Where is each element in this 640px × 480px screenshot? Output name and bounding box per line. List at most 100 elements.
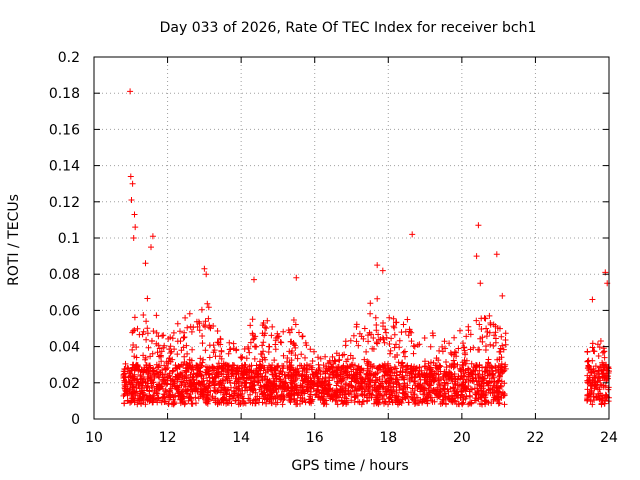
data-point — [334, 401, 341, 408]
data-point — [303, 383, 310, 390]
data-point — [143, 318, 150, 325]
data-point — [137, 373, 144, 380]
data-point — [155, 342, 162, 349]
data-point — [354, 367, 361, 374]
data-point — [234, 385, 241, 392]
data-point — [595, 353, 602, 359]
data-point — [153, 390, 160, 397]
data-point — [420, 387, 427, 394]
data-point — [477, 280, 484, 287]
data-point — [386, 380, 393, 387]
data-point — [298, 362, 305, 369]
data-point — [450, 357, 457, 364]
data-point — [259, 362, 266, 369]
data-point — [472, 391, 479, 398]
data-point — [263, 325, 270, 332]
data-point — [220, 380, 227, 387]
data-point — [388, 335, 395, 342]
data-point — [387, 347, 394, 354]
data-point — [347, 362, 354, 369]
data-point — [127, 88, 134, 95]
data-point — [165, 358, 172, 365]
data-point — [321, 390, 327, 397]
data-point — [470, 364, 477, 371]
data-point — [292, 352, 299, 359]
data-point — [315, 361, 322, 368]
data-point — [232, 384, 239, 391]
data-point — [160, 391, 167, 398]
data-point — [476, 346, 483, 353]
data-point — [468, 360, 475, 367]
data-point — [134, 325, 141, 332]
data-point — [446, 340, 453, 347]
data-point — [214, 369, 221, 376]
data-point — [199, 359, 206, 366]
data-point — [249, 382, 256, 389]
data-point — [149, 376, 155, 383]
data-point — [367, 310, 374, 317]
data-point — [205, 384, 212, 390]
data-point — [219, 395, 226, 402]
data-point — [159, 385, 166, 392]
data-point — [383, 378, 389, 385]
data-point — [391, 392, 398, 399]
data-point — [500, 346, 507, 353]
data-point — [140, 328, 147, 335]
data-point — [259, 351, 265, 358]
data-point — [228, 367, 235, 374]
data-point — [271, 393, 278, 400]
data-point — [302, 339, 309, 346]
data-point — [217, 379, 224, 386]
data-point — [187, 371, 194, 378]
data-point — [256, 364, 263, 371]
data-point — [342, 388, 348, 395]
data-point — [385, 375, 392, 382]
x-tick-label: 20 — [453, 430, 471, 446]
data-point — [214, 339, 221, 346]
data-point — [427, 389, 434, 396]
data-point — [400, 386, 406, 393]
data-point — [339, 352, 346, 359]
data-point — [158, 358, 165, 365]
data-point — [375, 364, 382, 371]
data-point — [439, 398, 446, 405]
data-point — [598, 401, 605, 408]
data-point — [309, 364, 316, 371]
data-point — [501, 390, 508, 397]
data-point — [437, 382, 444, 389]
x-tick-label: 18 — [379, 430, 397, 446]
data-point — [348, 378, 355, 385]
data-point — [360, 335, 367, 342]
data-point — [365, 362, 371, 369]
data-point — [355, 342, 362, 349]
data-point — [498, 354, 505, 361]
data-point — [325, 365, 332, 372]
data-point — [175, 374, 182, 381]
data-point — [251, 335, 258, 342]
data-point — [147, 353, 154, 360]
data-point — [172, 383, 179, 390]
data-point — [322, 353, 329, 360]
data-point — [416, 400, 423, 406]
data-point — [260, 348, 267, 355]
data-point — [280, 352, 287, 359]
data-point — [298, 389, 305, 396]
data-point — [299, 368, 306, 374]
data-point — [216, 353, 223, 360]
data-point — [199, 340, 206, 347]
data-point — [186, 310, 193, 317]
data-point — [124, 385, 131, 392]
data-point — [260, 339, 267, 346]
data-point — [434, 377, 441, 384]
data-point — [121, 400, 128, 407]
data-point — [428, 359, 434, 366]
data-point — [164, 380, 171, 387]
data-point — [594, 394, 601, 401]
data-point — [482, 364, 489, 370]
data-point — [248, 373, 255, 380]
data-point — [238, 393, 245, 400]
data-point — [390, 388, 397, 395]
data-point — [182, 383, 189, 390]
data-point — [231, 362, 238, 369]
data-point — [181, 359, 188, 365]
